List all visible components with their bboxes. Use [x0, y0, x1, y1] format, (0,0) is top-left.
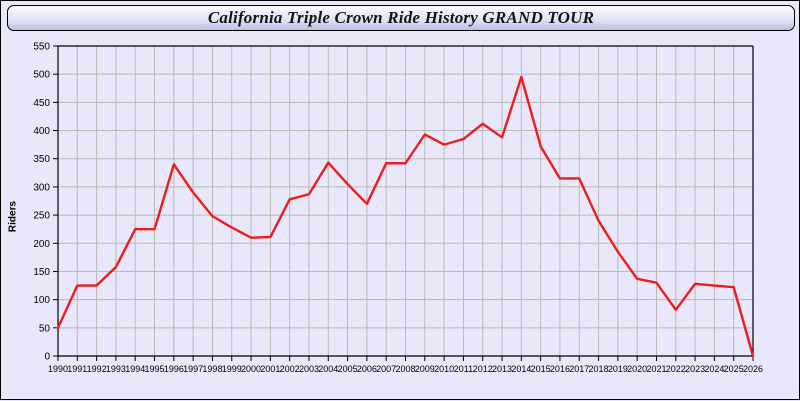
x-tick-label: 2016 — [550, 364, 570, 374]
x-tick-label: 2022 — [666, 364, 686, 374]
x-tick-label: 1995 — [145, 364, 165, 374]
x-tick-label: 1992 — [87, 364, 107, 374]
page-title: California Triple Crown Ride History GRA… — [207, 8, 595, 27]
x-tick-label: 2004 — [318, 364, 338, 374]
y-tick-label: 0 — [44, 352, 50, 363]
y-tick-label: 300 — [33, 182, 50, 193]
x-tick-label: 2026 — [743, 364, 763, 374]
y-tick-label: 550 — [33, 42, 50, 53]
x-tick-label: 2012 — [473, 364, 493, 374]
x-tick-label: 2008 — [395, 364, 415, 374]
y-tick-label: 100 — [33, 295, 50, 306]
x-tick-label: 1994 — [125, 364, 145, 374]
x-tick-label: 2010 — [434, 364, 454, 374]
x-tick-label: 2006 — [357, 364, 377, 374]
x-tick-label: 2000 — [241, 364, 261, 374]
x-tick-label: 1996 — [164, 364, 184, 374]
y-tick-label: 50 — [39, 323, 51, 334]
x-tick-label: 2025 — [724, 364, 744, 374]
plot-area: Riders 0 50 100 150 200 250 300 350 400 450 500 550… — [1, 33, 800, 401]
y-tick-label: 500 — [33, 70, 50, 81]
x-tick-label: 2024 — [704, 364, 724, 374]
x-tick-label: 2001 — [260, 364, 280, 374]
x-tick-label: 2002 — [280, 364, 300, 374]
x-tick-label: 2023 — [685, 364, 705, 374]
x-tick-label: 2014 — [511, 364, 531, 374]
x-tick-label: 2009 — [415, 364, 435, 374]
x-tick-label: 1990 — [48, 364, 68, 374]
x-tick-label: 2005 — [338, 364, 358, 374]
x-tick-label: 2020 — [627, 364, 647, 374]
x-tick-label: 1999 — [222, 364, 242, 374]
x-tick-label: 1997 — [183, 364, 203, 374]
y-tick-label: 400 — [33, 126, 50, 137]
x-tick-label: 1998 — [202, 364, 222, 374]
y-axis-ticks: 0 50 100 150 200 250 300 350 400 450 500 550 — [33, 42, 58, 363]
y-tick-label: 450 — [33, 98, 50, 109]
x-tick-label: 1991 — [67, 364, 87, 374]
data-series-line — [56, 75, 755, 358]
grid-lines — [58, 46, 753, 356]
title-bar: California Triple Crown Ride History GRA… — [7, 5, 795, 31]
x-tick-label: 2013 — [492, 364, 512, 374]
x-tick-label: 1993 — [106, 364, 126, 374]
y-tick-label: 200 — [33, 239, 50, 250]
x-tick-label: 2017 — [569, 364, 589, 374]
x-tick-label: 2018 — [589, 364, 609, 374]
x-tick-label: 2003 — [299, 364, 319, 374]
x-tick-label: 2011 — [454, 364, 473, 374]
x-tick-label: 2007 — [376, 364, 396, 374]
x-tick-label: 2019 — [608, 364, 628, 374]
x-tick-label: 2015 — [531, 364, 551, 374]
y-tick-label: 350 — [33, 154, 50, 165]
x-tick-label: 2021 — [646, 364, 666, 374]
y-tick-label: 250 — [33, 211, 50, 222]
y-tick-label: 150 — [33, 267, 50, 278]
x-axis-ticks: 1990 1991 1992 1993 1994 1995 1996 1997 1998 1999… — [48, 356, 763, 374]
